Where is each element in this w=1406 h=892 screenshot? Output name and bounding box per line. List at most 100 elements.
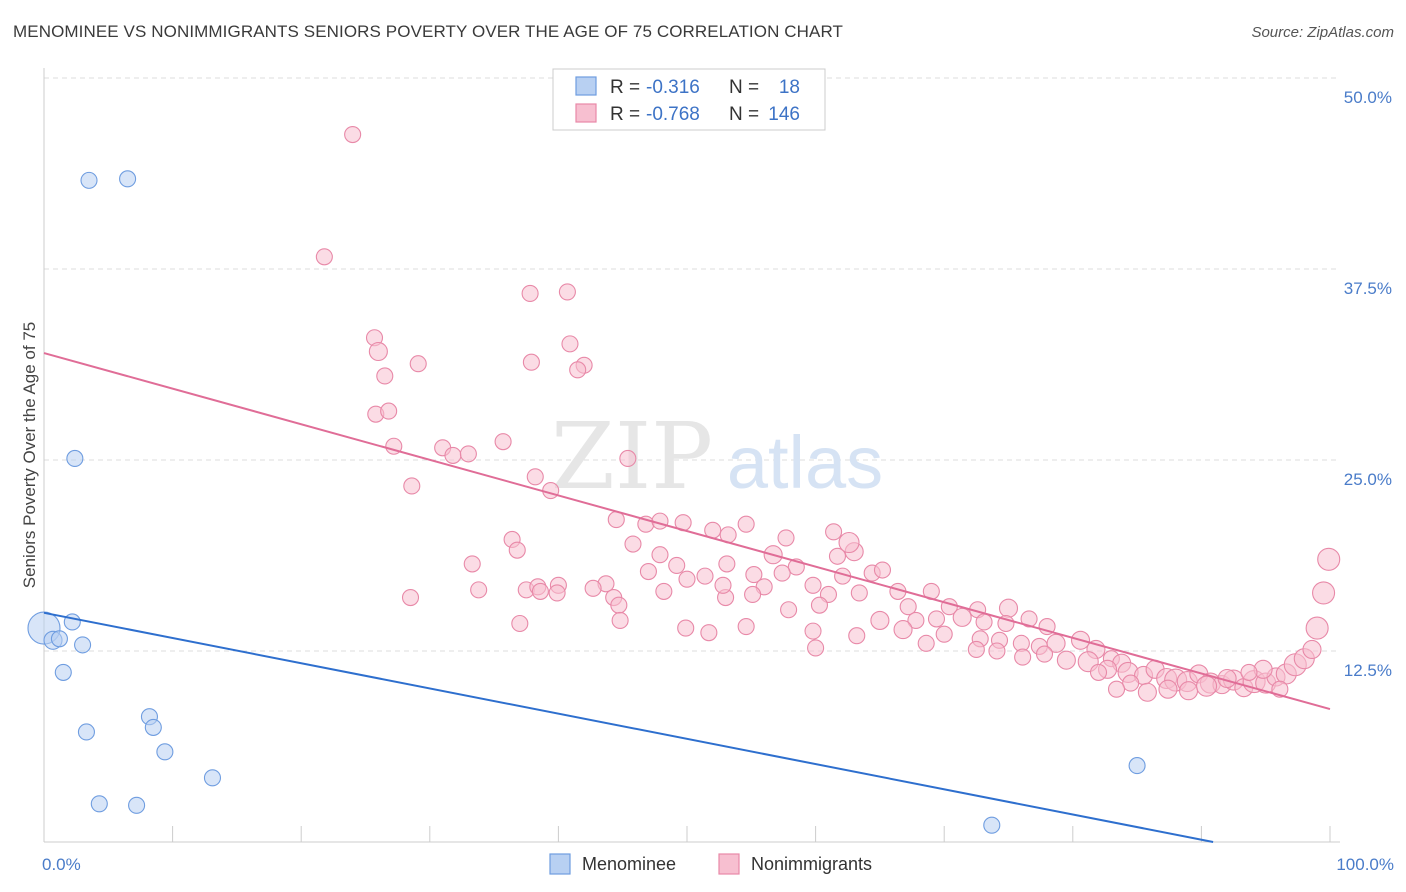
nonimmigrants-point-9 xyxy=(561,335,579,353)
menominee-point-11 xyxy=(144,718,162,736)
menominee-point-12 xyxy=(156,743,174,761)
y-tick-label-0: 12.5% xyxy=(1344,661,1392,680)
nonimmigrants-point-72 xyxy=(899,598,917,616)
nonimmigrants-point-64 xyxy=(531,582,549,600)
nonimmigrants-point-67 xyxy=(610,596,628,614)
nonimmigrants-point-93 xyxy=(1046,633,1066,653)
nonimmigrants-point-0 xyxy=(344,125,362,144)
legend-swatch-menominee xyxy=(575,76,597,96)
nonimmigrants-point-71 xyxy=(810,596,829,614)
nonimmigrants-point-75 xyxy=(998,598,1019,618)
nonimmigrants-point-43 xyxy=(678,570,696,588)
nonimmigrants-point-106 xyxy=(1035,645,1054,663)
bottom-legend-label-menominee: Menominee xyxy=(582,854,676,874)
tick-labels: 12.5% 25.0% 37.5% 50.0% 0.0% 100.0% xyxy=(42,88,1394,874)
legend-frame xyxy=(552,68,826,131)
nonimmigrants-point-41 xyxy=(463,555,481,573)
nonimmigrants-point-70 xyxy=(780,601,798,619)
nonimmigrants-point-134 xyxy=(1195,675,1218,697)
axes xyxy=(43,68,1340,843)
menominee-point-5 xyxy=(119,170,137,188)
nonimmigrants-point-76 xyxy=(870,610,890,630)
nonimmigrants-point-77 xyxy=(907,611,925,629)
nonimmigrants-point-36 xyxy=(718,555,736,573)
bottom-legend: Menominee Nonimmigrants xyxy=(549,853,872,875)
nonimmigrants-point-20 xyxy=(403,477,421,495)
nonimmigrants-point-62 xyxy=(401,588,420,607)
nonimmigrants-point-141 xyxy=(1089,663,1108,681)
legend-swatch-nonimmigrants xyxy=(575,103,597,123)
nonimmigrants-point-16 xyxy=(444,446,462,464)
nonimmigrants-point-5 xyxy=(368,341,388,362)
menominee-point-13 xyxy=(203,769,222,787)
menominee-point-6 xyxy=(66,449,84,468)
nonimmigrants-point-78 xyxy=(927,610,946,628)
trend-lines xyxy=(43,352,1331,843)
nonimmigrants-point-19 xyxy=(619,449,637,468)
nonimmigrants-point-1 xyxy=(315,248,333,266)
legend-r-label-2: R = xyxy=(610,104,640,125)
nonimmigrants-point-65 xyxy=(584,579,602,597)
nonimmigrants-point-145 xyxy=(548,584,566,602)
nonimmigrants-point-6 xyxy=(376,367,394,385)
source-credit: Source: ZipAtlas.com xyxy=(1251,24,1394,41)
nonimmigrants-point-130 xyxy=(1317,547,1341,571)
nonimmigrants-point-35 xyxy=(668,556,686,574)
nonimmigrants-point-86 xyxy=(804,622,822,640)
menominee-point-2 xyxy=(50,630,68,648)
nonimmigrants-point-88 xyxy=(935,625,953,643)
nonimmigrants-point-8 xyxy=(522,353,540,371)
nonimmigrants-point-144 xyxy=(807,639,825,657)
nonimmigrants-point-17 xyxy=(459,445,477,463)
menominee-point-15 xyxy=(128,796,146,814)
legend-r-label-1: R = xyxy=(610,77,640,98)
menominee-point-9 xyxy=(77,723,95,741)
legend-n-value-2: 146 xyxy=(768,104,800,125)
watermark: ZIP atlas xyxy=(551,403,883,510)
menominee-point-17 xyxy=(983,816,1001,834)
nonimmigrants-point-22 xyxy=(542,482,560,500)
nonimmigrants-point-59 xyxy=(850,584,868,602)
nonimmigrants-point-136 xyxy=(1240,663,1258,681)
nonimmigrants-point-87 xyxy=(893,620,913,640)
nonimmigrants-point-84 xyxy=(677,619,695,637)
menominee-point-8 xyxy=(54,663,72,681)
nonimmigrants-point-79 xyxy=(952,607,972,627)
nonimmigrants-point-3 xyxy=(558,283,576,301)
x-tick-label-0: 0.0% xyxy=(42,855,81,874)
bottom-legend-swatch-menominee xyxy=(549,853,571,875)
nonimmigrants-point-29 xyxy=(737,515,755,533)
nonimmigrants-point-7 xyxy=(409,355,427,373)
nonimmigrants-point-63 xyxy=(470,581,488,599)
nonimmigrants-point-44 xyxy=(696,567,714,585)
menominee-point-4 xyxy=(80,171,98,189)
nonimmigrants-point-45 xyxy=(745,566,763,584)
nonimmigrants-point-80 xyxy=(975,613,993,631)
nonimmigrants-point-34 xyxy=(651,546,669,564)
watermark-atlas: atlas xyxy=(727,421,883,504)
nonimmigrants-point-39 xyxy=(828,547,847,565)
series-menominee-points xyxy=(27,170,1146,834)
menominee-point-14 xyxy=(90,795,108,813)
nonimmigrants-point-2 xyxy=(521,284,539,302)
y-tick-label-1: 25.0% xyxy=(1344,470,1392,489)
nonimmigrants-point-143 xyxy=(825,523,843,541)
nonimmigrants-point-57 xyxy=(804,576,822,594)
nonimmigrants-point-54 xyxy=(655,582,673,600)
legend-n-label-1: N = xyxy=(729,77,759,98)
nonimmigrants-point-13 xyxy=(380,402,398,420)
nonimmigrants-point-129 xyxy=(1312,581,1336,605)
legend-box: R = -0.316 N = 18 R = -0.768 N = 146 xyxy=(552,68,826,131)
legend-r-value-1: -0.316 xyxy=(646,77,700,98)
nonimmigrants-point-18 xyxy=(494,433,512,451)
x-tick-label-1: 100.0% xyxy=(1336,855,1394,874)
series-nonimmigrants-points xyxy=(315,125,1341,702)
legend-r-value-2: -0.768 xyxy=(646,104,700,125)
nonimmigrants-point-142 xyxy=(838,531,860,554)
nonimmigrants-point-11 xyxy=(569,361,587,379)
nonimmigrants-point-103 xyxy=(967,640,985,659)
nonimmigrants-point-85 xyxy=(737,618,755,636)
nonimmigrants-point-104 xyxy=(988,642,1006,660)
nonimmigrants-point-69 xyxy=(744,585,762,604)
